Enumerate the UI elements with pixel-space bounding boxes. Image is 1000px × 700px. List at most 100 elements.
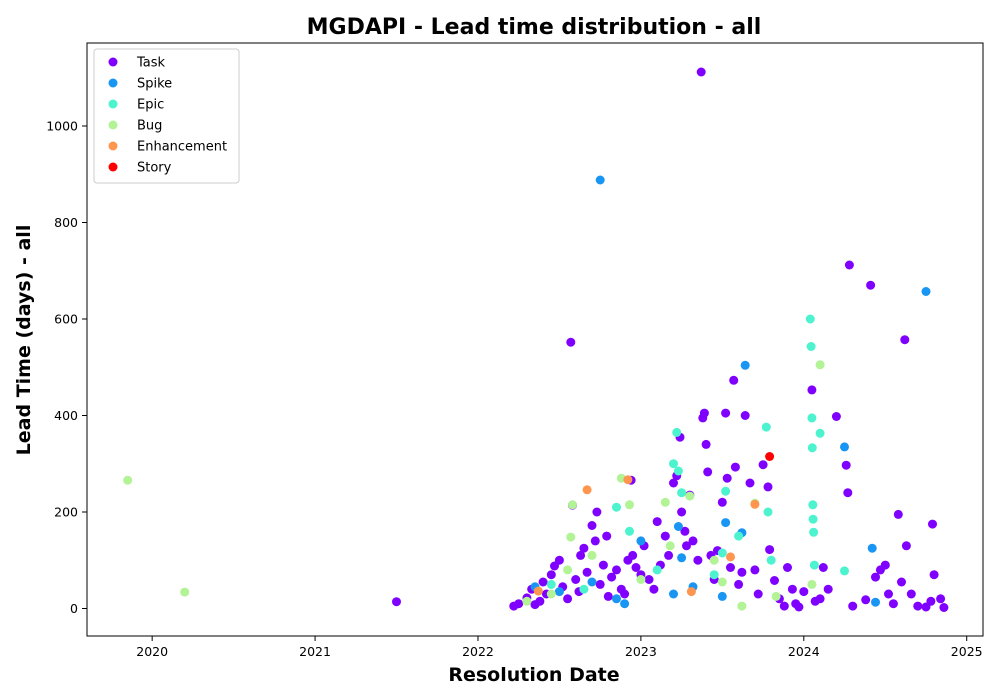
data-point-epic-12 [734,531,744,541]
data-point-task-19 [579,543,589,553]
data-point-epic-14 [763,507,773,517]
data-point-task-91 [843,488,853,498]
legend-label-epic: Epic [137,98,164,113]
chart-title: MGDAPI - Lead time distribution - all [307,15,762,40]
legend-label-task: Task [136,56,166,71]
data-point-task-11 [554,555,564,565]
data-point-task-23 [592,507,602,517]
data-point-spike-14 [740,360,750,370]
data-point-task-102 [897,577,906,587]
data-point-spike-1 [554,587,564,597]
data-point-spike-7 [669,589,678,599]
data-point-task-89 [831,412,841,421]
x-tick-label-2023: 2023 [625,644,657,659]
data-point-task-112 [939,603,949,612]
data-point-task-65 [729,375,739,385]
legend-label-bug: Bug [137,119,162,134]
data-point-task-49 [682,541,691,551]
x-axis-label: Resolution Date [448,664,619,686]
data-point-epic-23 [809,560,819,570]
data-point-task-48 [680,526,690,536]
data-point-epic-22 [809,527,819,537]
data-point-spike-9 [677,553,687,563]
x-tick-label-2024: 2024 [788,644,820,659]
data-point-bug-3 [546,589,556,599]
data-point-task-63 [722,473,732,483]
data-point-task-64 [726,563,735,572]
data-point-task-34 [628,550,638,560]
y-axis: 0 200 400 600 800 1000 [46,118,87,616]
data-point-spike-18 [921,287,931,296]
data-point-epic-0 [546,579,556,589]
legend-label-spike: Spike [137,77,172,92]
data-point-epic-25 [840,566,849,576]
x-tick-label-2022: 2022 [462,644,494,659]
data-point-epic-3 [625,526,634,536]
legend-box [93,48,240,184]
data-point-task-105 [906,589,916,599]
data-point-task-96 [871,572,880,582]
data-point-task-88 [823,584,833,594]
data-point-enhancement-3 [686,587,696,597]
data-point-task-94 [861,595,871,605]
data-point-task-20 [582,567,592,577]
data-point-task-76 [770,576,779,585]
data-point-task-16 [571,575,581,584]
data-point-task-72 [753,589,763,599]
data-point-task-39 [649,584,659,594]
data-point-task-69 [740,411,750,420]
data-point-enhancement-5 [750,499,760,509]
data-point-task-74 [763,482,773,492]
y-tick-label-800: 800 [54,215,78,230]
data-point-epic-8 [677,488,687,498]
x-axis: 2020 2021 2022 2023 2024 2025 [136,636,983,659]
data-point-epic-2 [612,502,621,512]
data-point-task-61 [717,497,727,507]
data-point-task-40 [652,517,662,527]
data-point-task-106 [913,601,923,611]
data-point-task-29 [612,565,621,575]
data-point-task-21 [587,521,597,530]
y-tick-label-1000: 1000 [46,118,78,133]
data-point-task-68 [737,567,747,577]
data-point-task-108 [926,596,936,606]
y-tick-label-400: 400 [54,408,78,423]
points-layer [123,67,949,612]
data-point-bug-10 [636,575,646,584]
data-point-bug-2 [522,596,532,606]
data-point-task-62 [721,408,731,418]
data-point-enhancement-2 [623,475,633,485]
x-tick-label-2025: 2025 [951,644,983,659]
data-point-bug-4 [563,565,573,575]
data-point-bug-9 [625,500,634,510]
data-point-bug-0 [123,475,133,485]
data-point-epic-4 [652,565,662,575]
data-point-task-71 [750,565,760,575]
data-point-task-55 [699,408,709,418]
data-point-epic-21 [808,514,818,524]
legend-marker-enhancement [108,141,118,151]
data-point-task-47 [677,507,687,517]
data-point-task-86 [815,594,825,604]
data-point-task-100 [888,599,898,609]
data-point-bug-5 [566,532,576,542]
data-point-task-31 [620,589,630,599]
data-point-spike-4 [612,594,621,604]
data-point-task-9 [546,570,556,580]
data-point-task-56 [701,439,711,449]
x-tick-label-2020: 2020 [136,644,168,659]
data-point-task-111 [936,594,946,604]
data-point-story-0 [765,452,775,461]
data-point-task-73 [758,460,768,470]
legend-marker-spike [108,78,118,88]
data-point-task-6 [535,596,545,606]
data-point-bug-20 [815,360,825,370]
data-point-task-80 [787,584,797,594]
data-point-task-13 [563,594,573,604]
legend-marker-epic [108,99,118,109]
data-point-task-57 [703,467,713,477]
data-point-task-110 [929,570,939,580]
data-point-task-44 [669,478,678,488]
data-point-task-87 [818,563,828,572]
data-point-task-79 [783,563,792,572]
